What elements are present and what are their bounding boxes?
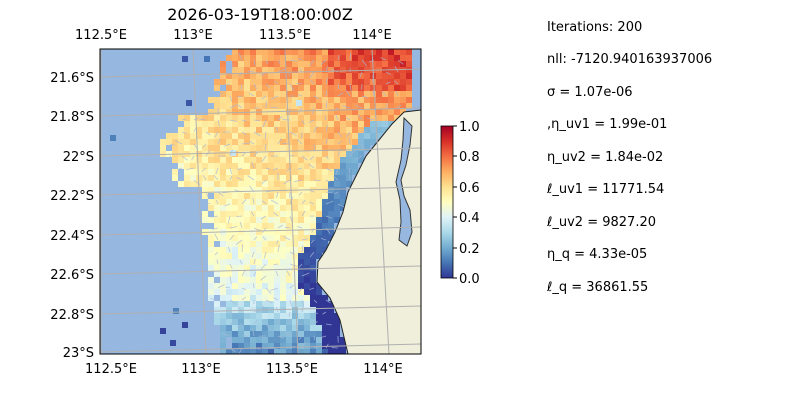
land-area (316, 109, 421, 354)
sigma-text: σ = 1.07e-06 (547, 85, 633, 100)
lat-label: 22.6°S (50, 268, 94, 283)
lat-label: 21.8°S (50, 110, 94, 125)
lon-label-top: 113°E (173, 28, 213, 43)
colorbar-tick: 0.6 (459, 181, 480, 196)
lon-label-top: 113.5°E (259, 28, 311, 43)
current-vectors (169, 52, 404, 354)
map-panel (100, 49, 421, 354)
graticule (100, 49, 421, 354)
colorbar-tick: 0.8 (459, 150, 480, 165)
lon-label-top: 114°E (352, 28, 392, 43)
eta-uv1-text: ,η_uv1 = 1.99e-01 (547, 117, 668, 132)
colorbar-tick: 0.4 (459, 211, 480, 226)
eta-q-text: η_q = 4.33e-05 (547, 247, 648, 262)
ell-uv1-text: ℓ_uv1 = 11771.54 (547, 182, 665, 197)
lon-label-bottom: 113°E (181, 362, 221, 377)
lat-label: 22.8°S (50, 308, 94, 323)
colorbar: 0.0 0.2 0.4 0.6 0.8 1.0 (440, 120, 480, 287)
eta-uv2-text: η_uv2 = 1.84e-02 (547, 150, 664, 165)
map-title: 2026-03-19T18:00:00Z (167, 5, 353, 24)
colorbar-tick: 0.0 (459, 272, 480, 287)
lon-label-bottom: 114°E (363, 362, 403, 377)
lat-label: 22.2°S (50, 189, 94, 204)
lon-label-bottom: 112.5°E (85, 362, 137, 377)
nll-text: nll: -7120.940163937006 (547, 52, 713, 67)
lon-label-bottom: 113.5°E (266, 362, 318, 377)
lon-label-top: 112.5°E (75, 28, 127, 43)
colorbar-tick: 0.2 (459, 242, 480, 257)
ell-uv2-text: ℓ_uv2 = 9827.20 (547, 215, 656, 230)
inlet-water (395, 116, 413, 247)
ell-q-text: ℓ_q = 36861.55 (547, 280, 649, 295)
map-frame (99, 48, 422, 355)
lon-labels-top: 112.5°E 113°E 113.5°E 114°E (75, 28, 392, 43)
iterations-text: Iterations: 200 (547, 20, 643, 35)
lat-label: 22°S (63, 150, 94, 165)
lat-label: 21.6°S (50, 71, 94, 86)
lat-label: 23°S (63, 346, 94, 361)
lon-labels-bottom: 112.5°E 113°E 113.5°E 114°E (85, 362, 403, 377)
lat-label: 22.4°S (50, 229, 94, 244)
colorbar-tick: 1.0 (459, 120, 480, 135)
lat-labels: 21.6°S 21.8°S 22°S 22.2°S 22.4°S 22.6°S … (50, 71, 94, 361)
colorbar-gradient (440, 125, 454, 279)
